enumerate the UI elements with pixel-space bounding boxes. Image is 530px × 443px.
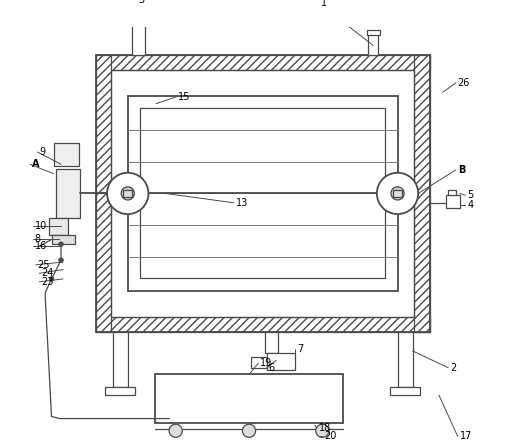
Bar bbox=[251, 357, 267, 368]
Text: 6: 6 bbox=[269, 363, 275, 373]
Circle shape bbox=[107, 173, 148, 214]
Text: 8: 8 bbox=[34, 233, 41, 244]
Bar bbox=[393, 190, 402, 197]
Text: 9: 9 bbox=[39, 147, 46, 157]
Bar bbox=[448, 190, 456, 195]
Text: 25: 25 bbox=[38, 260, 50, 270]
Text: 10: 10 bbox=[34, 222, 47, 231]
Bar bbox=[111, 70, 414, 317]
Bar bbox=[367, 30, 379, 35]
Text: 4: 4 bbox=[467, 200, 473, 210]
Bar bbox=[96, 55, 429, 332]
Bar bbox=[155, 374, 343, 423]
Circle shape bbox=[121, 187, 134, 200]
Bar bbox=[131, 19, 145, 55]
Circle shape bbox=[391, 187, 404, 200]
Text: 5: 5 bbox=[467, 190, 473, 200]
Text: 2: 2 bbox=[450, 363, 456, 373]
Bar bbox=[113, 332, 128, 387]
Text: 13: 13 bbox=[236, 198, 248, 208]
Circle shape bbox=[49, 276, 54, 281]
Bar bbox=[55, 143, 79, 166]
Bar bbox=[267, 353, 295, 369]
Bar bbox=[123, 190, 132, 197]
Circle shape bbox=[59, 242, 64, 247]
Text: 15: 15 bbox=[178, 92, 190, 102]
Text: 7: 7 bbox=[297, 344, 303, 354]
Bar bbox=[414, 55, 429, 332]
Text: B: B bbox=[458, 165, 465, 175]
Bar bbox=[56, 169, 80, 218]
Bar bbox=[132, 8, 144, 17]
Text: 24: 24 bbox=[41, 268, 54, 278]
Text: 23: 23 bbox=[41, 277, 54, 287]
Circle shape bbox=[242, 424, 255, 437]
Bar bbox=[96, 55, 429, 70]
Bar bbox=[49, 218, 68, 235]
Bar bbox=[96, 55, 111, 332]
Bar bbox=[51, 235, 75, 244]
Circle shape bbox=[59, 258, 64, 263]
Bar bbox=[398, 332, 412, 387]
Bar bbox=[390, 387, 420, 395]
Bar bbox=[105, 387, 135, 395]
Circle shape bbox=[377, 173, 418, 214]
Bar bbox=[265, 332, 278, 353]
Text: 16: 16 bbox=[34, 241, 47, 251]
Text: 17: 17 bbox=[460, 431, 472, 441]
Text: 20: 20 bbox=[324, 431, 337, 441]
Text: A: A bbox=[32, 159, 39, 169]
Text: 26: 26 bbox=[458, 78, 470, 88]
Bar bbox=[111, 70, 414, 317]
Bar bbox=[130, 15, 147, 21]
Text: 18: 18 bbox=[319, 423, 331, 433]
Bar bbox=[368, 34, 378, 55]
Text: 1: 1 bbox=[321, 0, 326, 8]
Text: 3: 3 bbox=[138, 0, 144, 5]
Circle shape bbox=[316, 424, 329, 437]
Polygon shape bbox=[128, 96, 398, 291]
Bar bbox=[96, 317, 429, 332]
Text: 19: 19 bbox=[260, 358, 272, 368]
Polygon shape bbox=[140, 109, 385, 279]
Circle shape bbox=[169, 424, 182, 437]
Bar bbox=[446, 195, 460, 209]
